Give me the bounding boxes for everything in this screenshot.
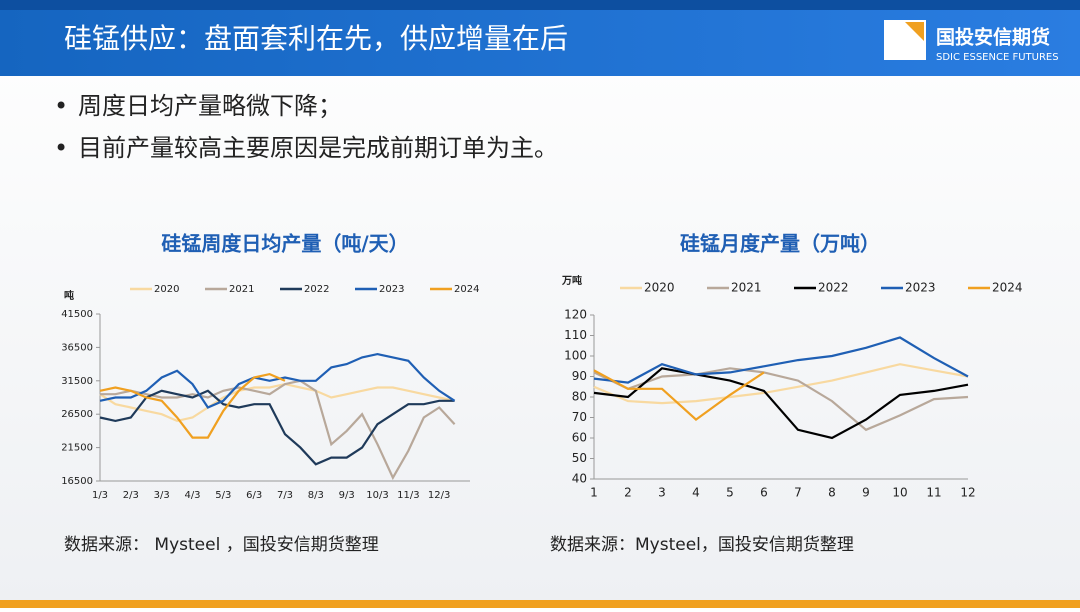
x-tick-label: 4 — [692, 486, 700, 500]
bullet-dot: • — [54, 92, 68, 120]
x-tick-label: 3/3 — [154, 490, 170, 501]
y-tick-label: 41500 — [61, 309, 93, 320]
y-tick-label: 110 — [564, 328, 587, 342]
bullet: 周度日均产量略微下降； — [78, 92, 342, 120]
logo-en: SDIC ESSENCE FUTURES — [936, 52, 1059, 63]
y-tick-label: 26500 — [61, 409, 93, 420]
x-tick-label: 11/3 — [397, 490, 419, 501]
series-line — [100, 379, 456, 481]
series-line — [99, 372, 286, 439]
legend-label: 2024 — [992, 281, 1023, 295]
x-tick-label: 7 — [794, 486, 802, 500]
x-tick-label: 11 — [926, 486, 941, 500]
x-tick-label: 10 — [892, 486, 907, 500]
y-tick-label: 100 — [564, 349, 587, 363]
series-line — [99, 352, 456, 409]
legend-label: 2021 — [229, 284, 254, 295]
series-line — [593, 336, 969, 384]
header-title: 硅锰供应：盘面套利在先，供应增量在后 — [64, 22, 568, 55]
legend-label: 2020 — [644, 281, 675, 295]
y-tick-label: 31500 — [61, 376, 93, 387]
y-tick-label: 60 — [572, 431, 587, 445]
source: 数据来源：Mysteel，国投安信期货整理 — [550, 535, 854, 555]
y-tick-label: 120 — [564, 308, 587, 322]
y-axis-label: 万吨 — [561, 274, 582, 287]
x-tick-label: 3 — [658, 486, 666, 500]
y-tick-label: 36500 — [61, 342, 93, 353]
y-tick-label: 90 — [572, 369, 587, 383]
bullet: 目前产量较高主要原因是完成前期订单为主。 — [78, 134, 558, 162]
x-tick-label: 9 — [862, 486, 870, 500]
x-tick-label: 1 — [590, 486, 598, 500]
series-line — [593, 369, 765, 422]
y-tick-label: 80 — [572, 390, 587, 404]
x-tick-label: 2/3 — [123, 490, 139, 501]
footer-bar — [0, 600, 1080, 608]
series-line — [593, 363, 969, 405]
y-tick-label: 16500 — [61, 476, 93, 487]
x-tick-label: 8 — [828, 486, 836, 500]
series-line — [593, 367, 969, 432]
legend-label: 2022 — [818, 281, 849, 295]
legend-label: 2022 — [304, 284, 329, 295]
logo-cn: 国投安信期货 — [936, 26, 1050, 49]
x-tick-label: 10/3 — [366, 490, 388, 501]
x-tick-label: 8/3 — [308, 490, 324, 501]
x-tick-label: 6/3 — [246, 490, 262, 501]
legend-label: 2023 — [905, 281, 936, 295]
source: 数据来源： Mysteel ，国投安信期货整理 — [64, 535, 379, 555]
x-tick-label: 4/3 — [184, 490, 200, 501]
x-tick-label: 5/3 — [215, 490, 231, 501]
x-tick-label: 7/3 — [277, 490, 293, 501]
chart-title: 硅锰月度产量（万吨） — [680, 232, 880, 256]
legend-label: 2024 — [454, 284, 479, 295]
x-tick-label: 1/3 — [92, 490, 108, 501]
logo-mark — [905, 22, 924, 41]
y-tick-label: 50 — [572, 451, 587, 465]
x-tick-label: 2 — [624, 486, 632, 500]
legend-label: 2021 — [731, 281, 762, 295]
x-tick-label: 5 — [726, 486, 734, 500]
x-tick-label: 9/3 — [339, 490, 355, 501]
x-tick-label: 12/3 — [428, 490, 450, 501]
y-tick-label: 21500 — [61, 443, 93, 454]
legend-label: 2020 — [154, 284, 179, 295]
x-tick-label: 6 — [760, 486, 768, 500]
y-tick-label: 70 — [572, 410, 587, 424]
chart-title: 硅锰周度日均产量（吨/天） — [161, 232, 408, 256]
series-line — [99, 389, 455, 466]
bullet-dot: • — [54, 134, 68, 162]
y-axis-label: 吨 — [64, 289, 74, 302]
header-strip — [0, 0, 1080, 10]
series-line — [99, 382, 455, 423]
legend-label: 2023 — [379, 284, 404, 295]
y-tick-label: 40 — [572, 472, 587, 486]
x-tick-label: 12 — [960, 486, 975, 500]
series-line — [593, 367, 969, 440]
